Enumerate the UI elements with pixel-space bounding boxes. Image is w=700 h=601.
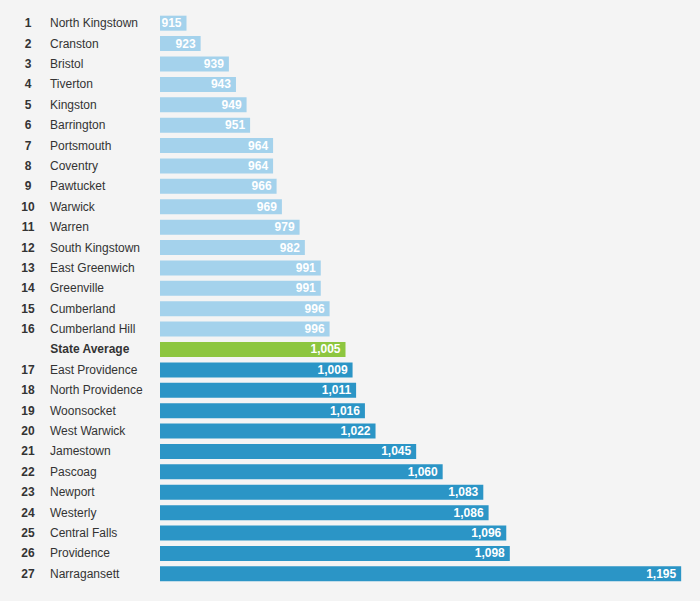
svg-text:1,086: 1,086 [454, 506, 484, 520]
svg-text:West Warwick: West Warwick [50, 424, 126, 438]
svg-text:Cumberland Hill: Cumberland Hill [50, 322, 135, 336]
svg-text:1,083: 1,083 [448, 485, 478, 499]
svg-text:8: 8 [25, 159, 32, 173]
svg-text:969: 969 [257, 200, 277, 214]
svg-text:Portsmouth: Portsmouth [50, 139, 111, 153]
svg-text:22: 22 [21, 465, 35, 479]
svg-text:25: 25 [21, 526, 35, 540]
svg-text:996: 996 [305, 322, 325, 336]
svg-text:27: 27 [21, 567, 35, 581]
svg-text:19: 19 [21, 404, 35, 418]
svg-text:11: 11 [22, 220, 35, 234]
svg-text:Narragansett: Narragansett [50, 567, 120, 581]
svg-text:1,005: 1,005 [310, 342, 340, 356]
svg-text:5: 5 [25, 98, 32, 112]
svg-text:Jamestown: Jamestown [50, 444, 111, 458]
svg-text:South Kingstown: South Kingstown [50, 241, 140, 255]
svg-text:10: 10 [21, 200, 35, 214]
svg-text:North Kingstown: North Kingstown [50, 16, 138, 30]
svg-text:26: 26 [21, 546, 35, 560]
svg-text:1: 1 [25, 16, 32, 30]
svg-text:1,016: 1,016 [330, 404, 360, 418]
svg-text:3: 3 [25, 57, 32, 71]
svg-text:Bristol: Bristol [50, 57, 83, 71]
svg-text:Cumberland: Cumberland [50, 302, 115, 316]
svg-text:17: 17 [21, 363, 35, 377]
svg-text:1,195: 1,195 [646, 567, 676, 581]
svg-text:2: 2 [25, 37, 32, 51]
svg-text:13: 13 [21, 261, 35, 275]
svg-text:966: 966 [252, 179, 272, 193]
svg-text:1,009: 1,009 [318, 363, 348, 377]
svg-text:1,060: 1,060 [408, 465, 438, 479]
svg-text:9: 9 [25, 179, 32, 193]
svg-text:1,011: 1,011 [322, 383, 352, 397]
svg-text:North Providence: North Providence [50, 383, 143, 397]
svg-text:Kingston: Kingston [50, 98, 97, 112]
svg-text:Greenville: Greenville [50, 281, 104, 295]
svg-text:Providence: Providence [50, 546, 110, 560]
svg-text:6: 6 [25, 118, 32, 132]
svg-text:Pawtucket: Pawtucket [50, 179, 106, 193]
svg-text:991: 991 [296, 281, 316, 295]
svg-text:4: 4 [25, 77, 32, 91]
svg-text:20: 20 [21, 424, 35, 438]
svg-text:939: 939 [204, 57, 224, 71]
svg-text:982: 982 [280, 241, 300, 255]
svg-text:14: 14 [21, 281, 35, 295]
svg-text:949: 949 [222, 98, 242, 112]
svg-text:1,096: 1,096 [471, 526, 501, 540]
svg-text:21: 21 [21, 444, 35, 458]
svg-text:Warren: Warren [50, 220, 89, 234]
svg-text:964: 964 [248, 139, 268, 153]
svg-text:Tiverton: Tiverton [50, 77, 93, 91]
svg-text:Pascoag: Pascoag [50, 465, 97, 479]
svg-text:964: 964 [248, 159, 268, 173]
svg-text:951: 951 [225, 118, 245, 132]
svg-text:State Average: State Average [50, 342, 129, 356]
svg-text:991: 991 [296, 261, 316, 275]
svg-text:23: 23 [21, 485, 35, 499]
svg-text:Coventry: Coventry [50, 159, 98, 173]
svg-text:996: 996 [305, 302, 325, 316]
svg-text:Cranston: Cranston [50, 37, 99, 51]
svg-text:12: 12 [21, 241, 35, 255]
svg-text:979: 979 [275, 220, 295, 234]
svg-text:1,045: 1,045 [381, 444, 411, 458]
svg-text:Westerly: Westerly [50, 506, 96, 520]
svg-text:923: 923 [176, 37, 196, 51]
svg-text:7: 7 [25, 139, 32, 153]
svg-text:East Providence: East Providence [50, 363, 138, 377]
svg-text:Newport: Newport [50, 485, 95, 499]
svg-text:Woonsocket: Woonsocket [50, 404, 116, 418]
svg-text:18: 18 [21, 383, 35, 397]
svg-text:943: 943 [211, 77, 231, 91]
svg-text:16: 16 [21, 322, 35, 336]
svg-text:East Greenwich: East Greenwich [50, 261, 135, 275]
svg-text:Barrington: Barrington [50, 118, 105, 132]
svg-text:1,098: 1,098 [475, 546, 505, 560]
svg-text:24: 24 [21, 506, 35, 520]
svg-text:15: 15 [21, 302, 35, 316]
svg-text:Central Falls: Central Falls [50, 526, 117, 540]
svg-text:1,022: 1,022 [341, 424, 371, 438]
svg-text:Warwick: Warwick [50, 200, 96, 214]
svg-text:915: 915 [161, 16, 181, 30]
